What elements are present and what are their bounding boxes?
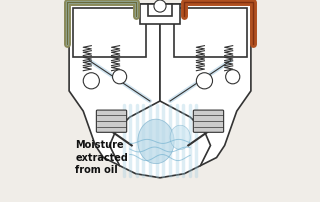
- Text: Moisture
extracted
from oil: Moisture extracted from oil: [75, 140, 128, 175]
- FancyBboxPatch shape: [96, 110, 127, 132]
- Circle shape: [226, 70, 240, 84]
- Polygon shape: [170, 125, 190, 149]
- FancyBboxPatch shape: [193, 110, 224, 132]
- FancyBboxPatch shape: [140, 4, 180, 24]
- Polygon shape: [160, 4, 251, 166]
- Polygon shape: [138, 119, 174, 164]
- Circle shape: [83, 73, 100, 89]
- Circle shape: [154, 0, 166, 12]
- Circle shape: [113, 70, 127, 84]
- FancyBboxPatch shape: [174, 8, 247, 57]
- Circle shape: [196, 73, 212, 89]
- Polygon shape: [69, 4, 160, 166]
- Polygon shape: [109, 101, 211, 178]
- FancyBboxPatch shape: [73, 8, 146, 57]
- FancyBboxPatch shape: [148, 4, 172, 16]
